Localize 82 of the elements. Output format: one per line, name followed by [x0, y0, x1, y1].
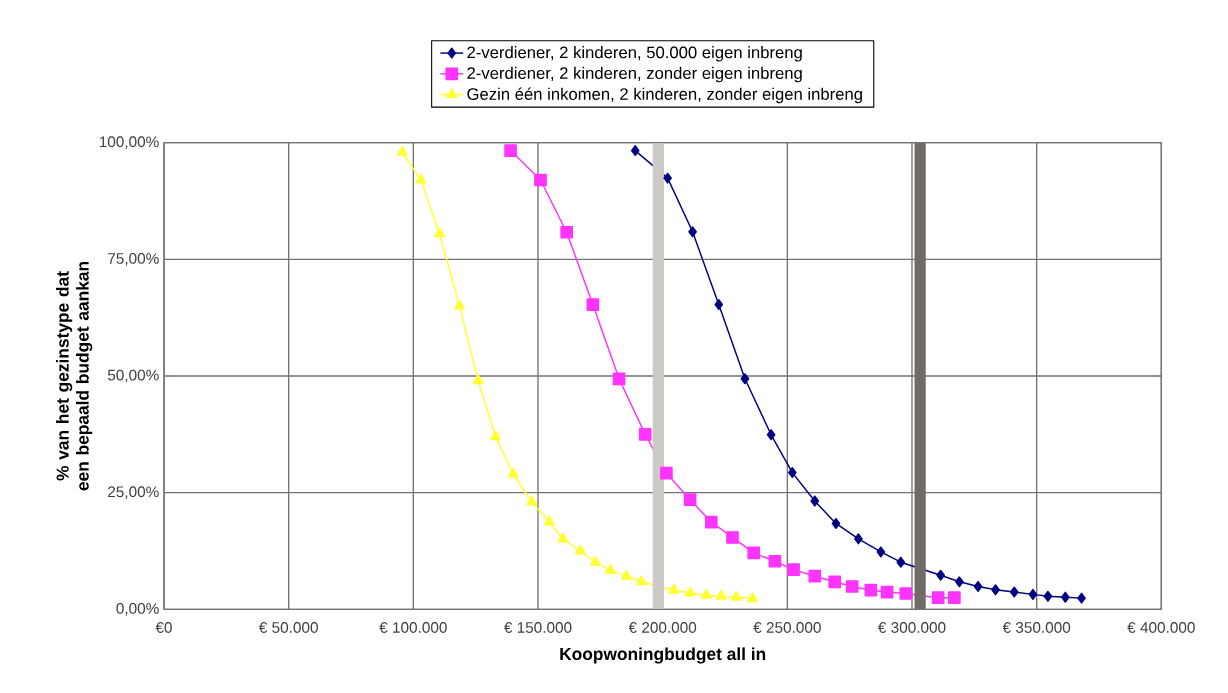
y-tick-label: 25,00%	[108, 486, 159, 499]
point	[1009, 586, 1019, 598]
point	[714, 298, 724, 310]
point	[955, 576, 964, 588]
point	[876, 546, 886, 558]
point	[490, 430, 502, 441]
point	[768, 554, 782, 568]
x-axis-title: Koopwoningbudget all in	[560, 647, 766, 664]
legend-label: 2-verdiener, 2 kinderen, 50.000 eigen inbreng	[467, 45, 802, 62]
y-tick-label: 75,00%	[108, 252, 159, 266]
point	[1028, 588, 1038, 600]
point	[620, 569, 633, 580]
y-tick-label: 100,00%	[99, 136, 159, 149]
point	[586, 298, 600, 311]
point	[415, 173, 427, 184]
legend-label: Gezin één inkomen, 2 kinderen, zonder eigen inbreng	[467, 87, 862, 104]
point	[845, 579, 859, 593]
point	[880, 585, 894, 599]
x-tick-label: € 200.000	[628, 621, 697, 633]
y-tick-label: 50,00%	[107, 369, 159, 383]
point	[810, 495, 820, 507]
point	[787, 563, 800, 576]
point	[746, 592, 759, 602]
point	[688, 226, 697, 238]
point	[396, 145, 408, 156]
x-tick-label: €0	[155, 621, 172, 633]
point	[1061, 591, 1070, 603]
point	[864, 583, 878, 597]
x-tick-label: € 50.000	[258, 621, 318, 633]
x-tick-label: € 150.000	[504, 621, 572, 633]
y-tick-label: 0,00%	[116, 602, 159, 616]
point	[948, 591, 961, 604]
point	[589, 555, 601, 566]
point	[700, 588, 712, 599]
point	[854, 533, 863, 545]
point	[896, 556, 906, 568]
point	[683, 493, 697, 506]
x-tick-label: € 400.000	[1127, 621, 1195, 633]
point	[534, 173, 547, 187]
point	[766, 429, 776, 441]
point	[808, 569, 822, 583]
point	[472, 374, 484, 385]
point	[787, 466, 797, 478]
point	[1043, 590, 1053, 602]
point	[704, 515, 718, 529]
point	[684, 586, 696, 597]
point	[747, 546, 761, 560]
point	[574, 544, 586, 555]
point	[543, 515, 555, 526]
point	[604, 563, 616, 574]
point	[507, 467, 519, 478]
point	[991, 584, 1000, 596]
point	[726, 530, 739, 544]
x-tick-label: € 350.000	[1002, 621, 1071, 633]
point	[831, 517, 841, 529]
point	[453, 299, 466, 310]
x-tick-label: € 250.000	[753, 621, 821, 633]
point	[740, 373, 750, 385]
x-tick-label: € 100.000	[379, 621, 447, 633]
legend-label: 2-verdiener, 2 kinderen, zonder eigen inbreng	[467, 66, 802, 83]
point	[638, 427, 652, 441]
point	[635, 575, 648, 586]
point	[931, 591, 945, 604]
point	[828, 575, 842, 588]
point	[668, 583, 680, 594]
point	[612, 372, 626, 385]
point	[526, 495, 538, 506]
point	[630, 144, 640, 156]
y-axis-title: % van het gezinstype dat een bepaald budget aankan	[56, 261, 93, 491]
x-tick-label: € 300.000	[878, 621, 946, 633]
point	[560, 225, 574, 239]
point	[557, 532, 569, 543]
point	[660, 466, 673, 480]
point	[936, 569, 946, 581]
point	[663, 172, 672, 184]
point	[730, 590, 742, 601]
point	[504, 144, 517, 157]
point	[715, 589, 727, 600]
point	[1077, 592, 1086, 604]
point	[433, 227, 446, 238]
point	[973, 580, 983, 592]
point	[899, 586, 913, 600]
